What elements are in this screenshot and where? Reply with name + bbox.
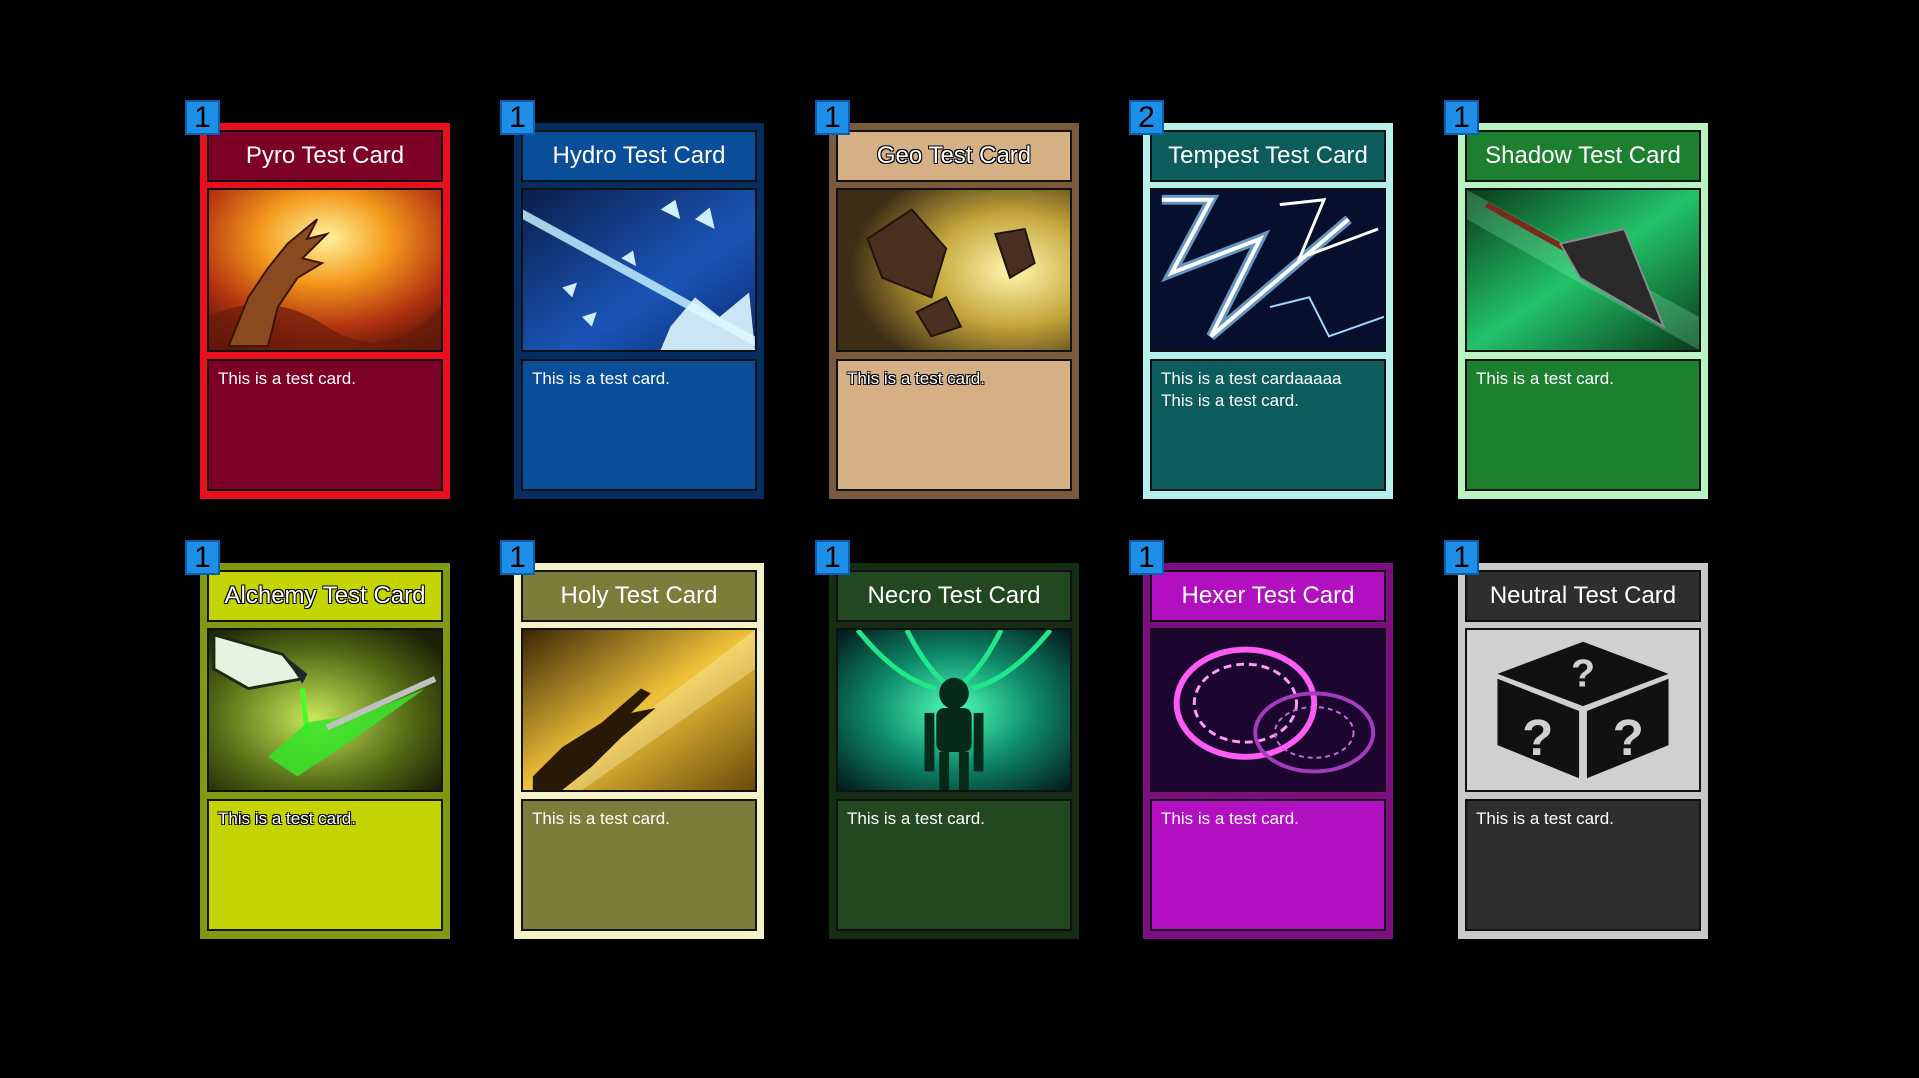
card-title: Tempest Test Card <box>1150 130 1386 182</box>
card-title: Pyro Test Card <box>207 130 443 182</box>
card-count-badge: 2 <box>1129 100 1164 135</box>
card-count-badge: 1 <box>1444 100 1479 135</box>
card-alchemy[interactable]: Alchemy Test Card This is a test card. <box>200 563 450 939</box>
card-necro[interactable]: Necro Test Card This is a test card. <box>829 563 1079 939</box>
dagger-art <box>1465 188 1701 352</box>
card-count-badge: 1 <box>500 540 535 575</box>
card-description: This is a test card. <box>207 359 443 491</box>
fire-hand-art <box>207 188 443 352</box>
card-description: This is a test card. <box>836 799 1072 931</box>
card-geo[interactable]: Geo Test Card This is a test card. <box>829 123 1079 499</box>
card-count-badge: 1 <box>815 540 850 575</box>
card-count-badge: 1 <box>500 100 535 135</box>
card-shadow[interactable]: Shadow Test Card This is a test card. <box>1458 123 1708 499</box>
card-description: This is a test card. <box>1150 799 1386 931</box>
card-count-badge: 1 <box>815 100 850 135</box>
card-tempest[interactable]: Tempest Test Card This is a test cardaaa… <box>1143 123 1393 499</box>
svg-text:?: ? <box>1522 709 1553 766</box>
rock-shards-art <box>836 188 1072 352</box>
card-description: This is a test card. <box>836 359 1072 491</box>
card-title: Necro Test Card <box>836 570 1072 622</box>
card-hydro[interactable]: Hydro Test Card This is a test card. <box>514 123 764 499</box>
card-description: This is a test card. <box>207 799 443 931</box>
card-title: Holy Test Card <box>521 570 757 622</box>
card-description: This is a test card. <box>1465 799 1701 931</box>
card-neutral[interactable]: Neutral Test Card ? ? ? This is a test c… <box>1458 563 1708 939</box>
card-count-badge: 1 <box>1444 540 1479 575</box>
mystery-box-art: ? ? ? <box>1465 628 1701 792</box>
card-title: Hydro Test Card <box>521 130 757 182</box>
svg-text:?: ? <box>1613 709 1644 766</box>
card-count-badge: 1 <box>185 540 220 575</box>
card-description: This is a test cardaaaaa This is a test … <box>1150 359 1386 491</box>
card-hexer[interactable]: Hexer Test Card This is a test card. <box>1143 563 1393 939</box>
hex-circle-art <box>1150 628 1386 792</box>
holy-hand-art <box>521 628 757 792</box>
card-pyro[interactable]: Pyro Test Card This is a test card. <box>200 123 450 499</box>
skeleton-art <box>836 628 1072 792</box>
card-holy[interactable]: Holy Test Card This is a test card. <box>514 563 764 939</box>
potion-art <box>207 628 443 792</box>
lightning-art <box>1150 188 1386 352</box>
card-description: This is a test card. <box>521 799 757 931</box>
card-count-badge: 1 <box>185 100 220 135</box>
card-description: This is a test card. <box>1465 359 1701 491</box>
card-title: Alchemy Test Card <box>207 570 443 622</box>
card-title: Hexer Test Card <box>1150 570 1386 622</box>
svg-text:?: ? <box>1571 653 1595 696</box>
card-count-badge: 1 <box>1129 540 1164 575</box>
card-description: This is a test card. <box>521 359 757 491</box>
ice-shards-art <box>521 188 757 352</box>
card-title: Shadow Test Card <box>1465 130 1701 182</box>
card-title: Geo Test Card <box>836 130 1072 182</box>
card-title: Neutral Test Card <box>1465 570 1701 622</box>
